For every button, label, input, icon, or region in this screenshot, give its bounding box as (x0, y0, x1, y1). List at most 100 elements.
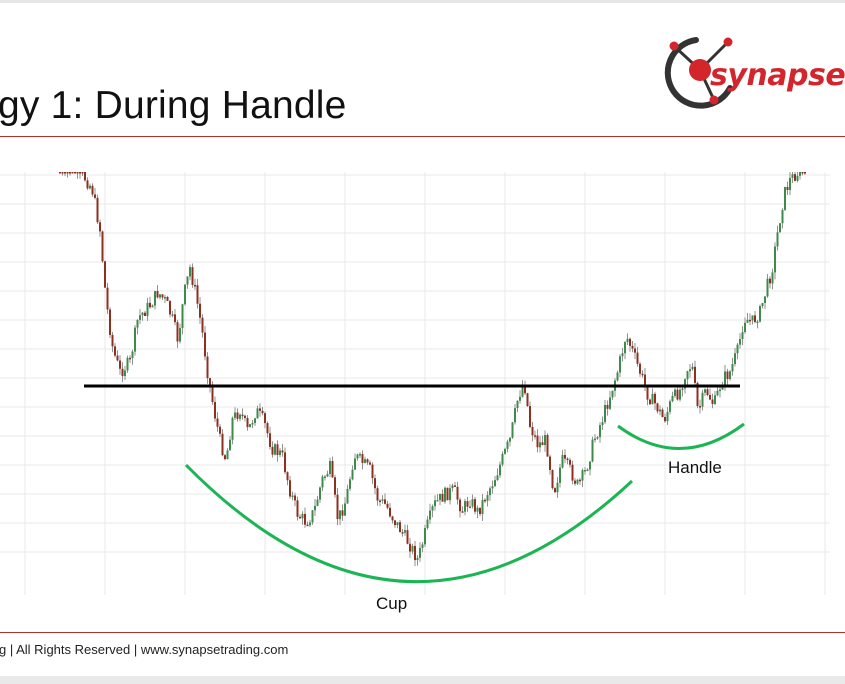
candle-up (421, 544, 424, 548)
candle-up (616, 372, 619, 381)
candle-down (786, 186, 789, 191)
candle-down (406, 530, 409, 544)
candle-up (591, 439, 594, 462)
candle-down (529, 406, 531, 427)
candle-up (701, 392, 704, 407)
candle-up (254, 418, 256, 424)
candle-down (549, 456, 551, 471)
candle-up (596, 437, 599, 439)
candle-down (219, 426, 221, 434)
candle-up (704, 389, 706, 393)
candle-down (409, 543, 411, 552)
candle-up (256, 408, 259, 419)
candle-down (536, 435, 539, 448)
candle-up (791, 174, 794, 178)
candle-up (141, 312, 144, 316)
candle-down (706, 389, 709, 395)
footer-copyright: g | All Rights Reserved | www.synapsetra… (0, 642, 289, 657)
candle-up (291, 495, 294, 498)
candle-up (764, 296, 766, 303)
candle-up (339, 510, 341, 520)
candle-up (136, 319, 139, 328)
cup-arc (184, 463, 634, 583)
candle-down (64, 172, 66, 174)
candle-down (269, 433, 271, 447)
candle-up (716, 390, 719, 396)
candle-down (144, 312, 146, 316)
candle-down (129, 357, 131, 360)
candle-up (481, 499, 484, 515)
candle-down (631, 345, 634, 349)
candle-up (416, 557, 419, 561)
cup-label: Cup (376, 594, 407, 613)
candle-down (119, 360, 121, 369)
candle-down (299, 516, 301, 519)
candle-up (171, 314, 174, 316)
candle-down (456, 486, 459, 500)
candle-down (661, 409, 664, 418)
candle-down (801, 172, 804, 174)
candle-down (709, 394, 711, 400)
candle-down (711, 399, 714, 404)
candle-down (531, 426, 534, 436)
candle-up (751, 315, 754, 321)
candle-up (251, 423, 254, 425)
candle-down (566, 458, 569, 461)
candle-up (731, 364, 734, 372)
candle-up (464, 501, 466, 512)
candle-down (466, 501, 469, 507)
title-divider (0, 136, 845, 137)
candle-up (426, 519, 429, 529)
handle-arc (617, 422, 745, 450)
candle-up (796, 175, 799, 181)
candle-up (476, 507, 479, 512)
candle-down (664, 417, 666, 422)
candle-up (489, 488, 491, 496)
candle-down (376, 488, 379, 501)
candle-down (636, 352, 639, 364)
candle-up (719, 389, 721, 392)
candle-down (379, 500, 381, 503)
candle-up (509, 437, 511, 442)
candle-down (101, 231, 104, 262)
candle-down (156, 291, 159, 298)
candle-up (729, 371, 731, 380)
candle-down (221, 433, 224, 456)
candle-up (354, 458, 356, 470)
candle-down (646, 385, 649, 400)
candle-down (236, 412, 239, 419)
candle-down (341, 510, 344, 516)
candle-up (434, 500, 436, 507)
candle-up (714, 395, 716, 404)
candle-down (259, 408, 261, 411)
candle-up (521, 384, 524, 397)
candle-down (459, 499, 461, 512)
candle-down (361, 454, 364, 463)
candle-down (266, 423, 269, 434)
candle-up (451, 485, 454, 489)
candle-down (94, 194, 96, 198)
candle-down (111, 334, 114, 347)
candle-up (576, 479, 579, 484)
candle-up (496, 475, 499, 481)
candle-up (766, 278, 769, 297)
bottom-band (0, 676, 845, 684)
candle-up (431, 506, 434, 511)
candle-up (311, 510, 314, 523)
candle-up (444, 487, 446, 502)
candle-up (126, 357, 129, 371)
candle-up (184, 284, 186, 305)
candle-up (681, 388, 684, 391)
candle-down (216, 418, 219, 427)
candle-up (154, 291, 156, 306)
candle-up (561, 454, 564, 468)
candle-down (441, 493, 444, 502)
candle-up (626, 338, 629, 343)
candle-up (436, 500, 439, 502)
candle-up (659, 409, 661, 412)
candle-down (69, 172, 71, 174)
candle-down (244, 415, 246, 418)
candle-down (366, 459, 369, 463)
candle-up (776, 232, 779, 247)
